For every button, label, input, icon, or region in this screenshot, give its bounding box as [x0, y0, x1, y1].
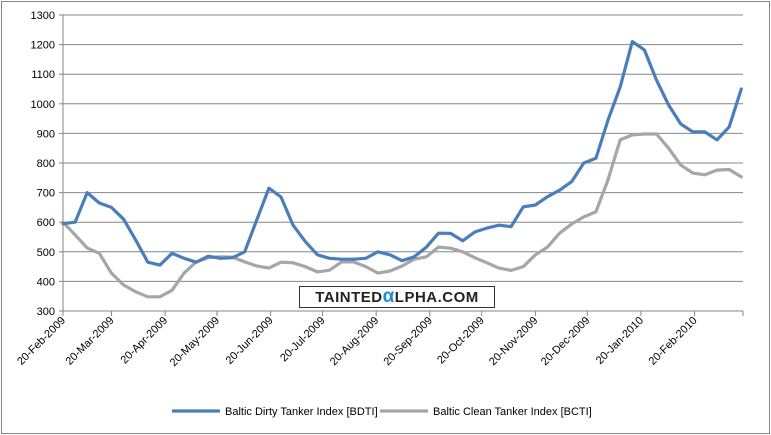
legend-label: Baltic Dirty Tanker Index [BDTI] — [225, 406, 378, 418]
x-tick-label: 20-May-2009 — [168, 315, 222, 369]
y-tick-label: 900 — [37, 128, 55, 140]
x-tick-label: 20-Sep-2009 — [381, 315, 434, 368]
y-tick-label: 1100 — [31, 69, 55, 81]
y-tick-label: 1300 — [31, 10, 55, 22]
x-tick-label: 20-Feb-2009 — [15, 315, 68, 368]
legend-label: Baltic Clean Tanker Index [BCTI] — [433, 406, 592, 418]
y-tick-label: 700 — [37, 188, 55, 200]
x-tick-label: 20-Jan-2010 — [594, 315, 646, 367]
y-tick-label: 800 — [37, 158, 55, 170]
x-tick-label: 20-Jun-2009 — [224, 315, 276, 367]
x-tick-label: 20-Apr-2009 — [118, 315, 170, 367]
x-tick-label: 20-Oct-2009 — [435, 315, 487, 367]
y-tick-label: 1200 — [31, 40, 55, 52]
x-tick-label: 20-Aug-2009 — [328, 315, 381, 368]
x-tick-label: 20-Dec-2009 — [539, 315, 592, 368]
x-tick-label: 20-Mar-2009 — [64, 315, 117, 368]
series-line-1 — [61, 132, 743, 299]
x-tick-label: 20-Feb-2010 — [647, 315, 700, 368]
series-line-0 — [61, 39, 743, 267]
y-tick-label: 500 — [37, 247, 55, 259]
y-tick-label: 600 — [37, 217, 55, 229]
y-tick-label: 300 — [37, 306, 55, 318]
x-tick-label: 20-Nov-2009 — [487, 315, 540, 368]
y-tick-label: 1000 — [31, 99, 55, 111]
y-tick-label: 400 — [37, 276, 55, 288]
x-tick-label: 20-Jul-2009 — [278, 315, 328, 365]
watermark-logo: TAINTEDαLPHA.COM — [299, 286, 495, 308]
